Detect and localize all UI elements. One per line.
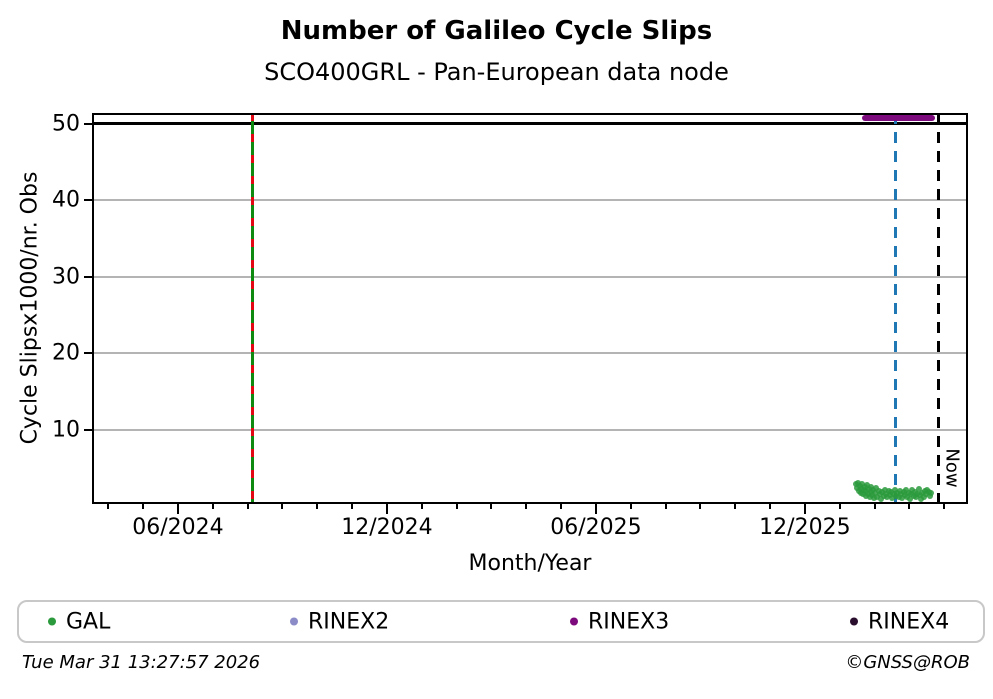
legend-dot-rinex3-icon bbox=[570, 617, 578, 626]
scatter-point-gal bbox=[881, 486, 888, 493]
x-major-tick bbox=[385, 504, 388, 514]
x-minor-tick bbox=[838, 504, 841, 509]
y-tick-label: 50 bbox=[52, 111, 80, 137]
scatter-point-gal bbox=[926, 492, 933, 499]
scatter-point-gal bbox=[906, 495, 913, 502]
x-minor-tick bbox=[351, 504, 354, 509]
x-minor-tick bbox=[525, 504, 528, 509]
legend-label: GAL bbox=[66, 609, 111, 634]
scatter-point-gal bbox=[899, 495, 906, 502]
x-minor-tick bbox=[908, 504, 911, 509]
plot-area: Now 10 20 30 40 50 06/2024 12/2024 06/2025 12/20… bbox=[52, 111, 968, 540]
legend: GAL RINEX2 RINEX3 RINEX4 bbox=[17, 600, 985, 643]
chart-title: Number of Galileo Cycle Slips bbox=[280, 16, 713, 46]
x-major-tick bbox=[803, 504, 806, 514]
y-tick bbox=[84, 275, 92, 278]
threshold-line-50 bbox=[92, 122, 968, 126]
x-tick-label: 12/2024 bbox=[341, 515, 433, 540]
credit: ©GNSS@ROB bbox=[845, 652, 970, 673]
scatter-point-gal bbox=[883, 490, 890, 497]
now-line bbox=[937, 113, 941, 504]
x-minor-tick bbox=[734, 504, 737, 509]
x-minor-tick bbox=[107, 504, 110, 509]
scatter-point-gal bbox=[895, 494, 902, 501]
x-minor-tick bbox=[455, 504, 458, 509]
y-tick bbox=[84, 199, 92, 202]
scatter-point-gal bbox=[903, 486, 910, 493]
legend-label: RINEX4 bbox=[868, 609, 950, 634]
legend-dot-rinex2-icon bbox=[290, 617, 298, 626]
marker-line-dashed bbox=[894, 113, 898, 504]
x-minor-tick bbox=[211, 504, 214, 509]
x-minor-tick bbox=[664, 504, 667, 509]
event-line-red-dashes bbox=[250, 113, 254, 504]
scatter-point-gal bbox=[878, 495, 885, 502]
legend-item-rinex2: RINEX2 bbox=[290, 609, 389, 634]
scatter-point-gal bbox=[874, 493, 881, 500]
rinex3-line bbox=[861, 114, 935, 121]
legend-item-rinex4: RINEX4 bbox=[850, 609, 949, 634]
x-minor-tick bbox=[769, 504, 772, 509]
legend-item-gal: GAL bbox=[48, 609, 110, 634]
scatter-point-gal bbox=[873, 485, 880, 492]
x-minor-tick bbox=[560, 504, 563, 509]
y-gridline bbox=[92, 428, 968, 431]
x-minor-tick bbox=[420, 504, 423, 509]
y-axis-title: Cycle Slipsx1000/nr. Obs bbox=[17, 171, 43, 445]
scatter-point-gal bbox=[915, 485, 922, 492]
scatter-point-gal bbox=[896, 488, 903, 495]
x-axis-title: Month/Year bbox=[468, 551, 592, 576]
y-tick-label: 30 bbox=[52, 264, 80, 290]
x-minor-tick bbox=[490, 504, 493, 509]
scatter-point-gal bbox=[870, 495, 877, 502]
y-tick-label: 40 bbox=[52, 187, 80, 213]
scatter-point-gal bbox=[864, 482, 871, 489]
x-tick-label: 06/2024 bbox=[132, 515, 224, 540]
x-minor-tick bbox=[246, 504, 249, 509]
y-tick bbox=[84, 428, 92, 431]
x-minor-tick bbox=[629, 504, 632, 509]
x-minor-tick bbox=[873, 504, 876, 509]
x-major-tick bbox=[176, 504, 179, 514]
x-minor-tick bbox=[316, 504, 319, 509]
x-tick-label: 12/2025 bbox=[759, 515, 851, 540]
scatter-point-gal bbox=[928, 489, 935, 496]
legend-label: RINEX3 bbox=[588, 609, 670, 634]
x-major-tick bbox=[594, 504, 597, 514]
y-tick-label: 20 bbox=[52, 340, 80, 366]
y-gridline bbox=[92, 352, 968, 355]
now-label: Now bbox=[941, 448, 963, 488]
timestamp: Tue Mar 31 13:27:57 2026 bbox=[22, 652, 261, 673]
x-tick-label: 06/2025 bbox=[550, 515, 642, 540]
plot-clip-region: Now bbox=[92, 113, 968, 504]
y-tick bbox=[84, 352, 92, 355]
scatter-point-gal bbox=[872, 489, 879, 496]
y-gridline bbox=[92, 275, 968, 278]
legend-label: RINEX2 bbox=[308, 609, 390, 634]
y-tick-label: 10 bbox=[52, 417, 80, 443]
legend-dot-rinex4-icon bbox=[850, 617, 858, 626]
scatter-point-gal bbox=[855, 479, 862, 486]
x-minor-tick bbox=[142, 504, 145, 509]
x-minor-tick bbox=[699, 504, 702, 509]
scatter-point-gal bbox=[875, 488, 882, 495]
legend-dot-gal-icon bbox=[48, 617, 56, 626]
y-gridline bbox=[92, 199, 968, 202]
legend-item-rinex3: RINEX3 bbox=[570, 609, 669, 634]
y-tick bbox=[84, 122, 92, 125]
chart-subtitle: SCO400GRL - Pan-European data node bbox=[264, 58, 729, 86]
x-minor-tick bbox=[943, 504, 946, 509]
scatter-point-gal bbox=[886, 492, 893, 499]
scatter-point-gal bbox=[868, 484, 875, 491]
scatter-point-gal bbox=[859, 480, 866, 487]
scatter-point-gal bbox=[913, 494, 920, 501]
scatter-point-gal bbox=[889, 495, 896, 502]
x-minor-tick bbox=[281, 504, 284, 509]
